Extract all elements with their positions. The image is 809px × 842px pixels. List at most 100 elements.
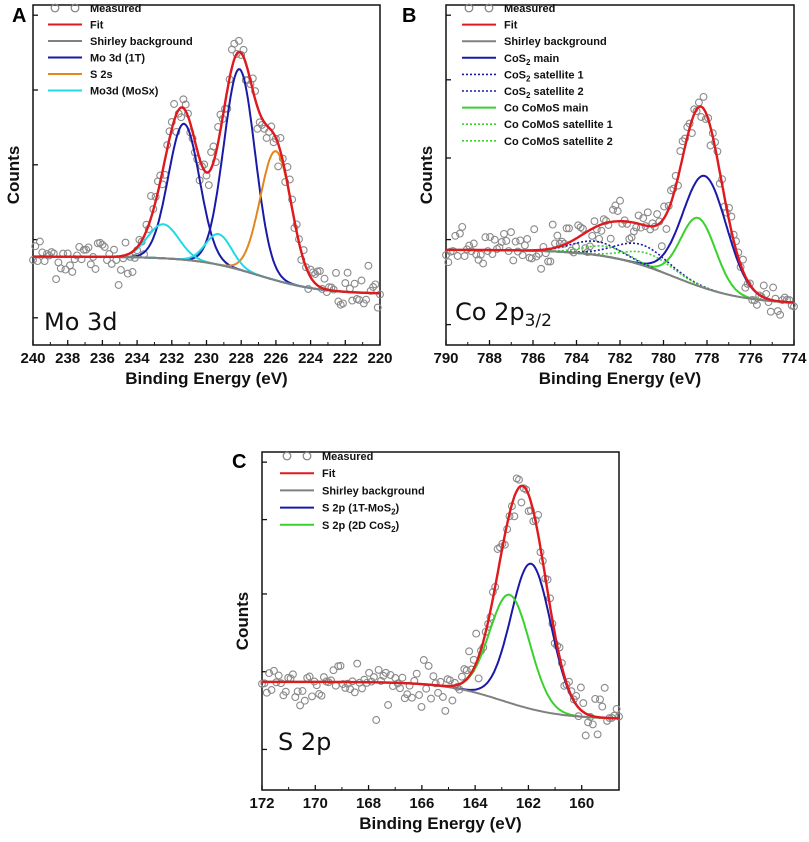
legend-label: Shirley background [322,485,425,497]
measured-point [373,303,382,312]
measured-point [434,688,443,697]
legend-label-main: Mo3d (MoSx) [90,86,159,98]
measured-point [544,257,553,266]
measured-point [358,684,366,693]
measured-point [490,235,499,244]
measured-point [79,245,88,254]
measured-point [517,498,526,507]
peak-region-label: Co 2p3/2 [455,298,552,331]
measured-point [590,217,599,226]
legend-label-main: Measured [504,3,555,15]
measured-point [381,668,390,677]
measured-point [66,261,74,270]
measured-point [523,235,532,243]
measured-point [530,225,539,234]
measured-point [579,699,588,708]
legend-label-tail: satellite 1 [530,69,583,81]
measured-point [107,259,116,268]
measured-point [239,45,248,54]
panel-B: B 790 788 786 784 782 780 778 776 774 Binding Ener… [402,3,807,388]
measured-point [315,267,324,276]
legend-label: Shirley background [504,36,607,48]
measured-point [350,279,359,288]
measured-point [599,215,608,224]
component-curve [446,240,795,304]
measured-point [308,692,316,701]
measured-point [86,260,95,269]
x-axis-title: Binding Energy (eV) [125,369,287,388]
measured-point [441,706,450,715]
legend-marker [282,451,292,461]
x-tick-label: 232 [159,350,184,367]
legend-label: CoS2 satellite 2 [504,86,584,100]
component-curve [33,122,380,295]
measured-point [343,268,352,277]
panel-label: B [402,5,416,27]
legend-label: S 2s [90,69,113,81]
measured-point [179,95,188,104]
measured-point [548,220,557,229]
legend-label-main: CoS [504,53,526,65]
peak-region-label: Mo 3d [44,308,118,336]
measured-point [121,238,130,247]
measured-point [267,686,276,694]
measured-point [500,229,508,238]
measured-point [398,673,407,682]
legend-label-main: Fit [504,20,518,32]
legend-label: S 2p (2D CoS2) [322,520,400,534]
measured-point [274,671,283,680]
measured-point [572,691,581,700]
measured-point [596,695,604,704]
measured-point [364,261,373,270]
measured-point [341,279,350,288]
x-tick-label: 230 [194,350,219,367]
measured-point [281,687,290,696]
panel-A: A 240 238 236 234 232 230 228 226 224 222 220 Bindin… [4,3,393,388]
legend-label: Mo3d (MoSx) [90,86,159,98]
measured-point [232,50,241,58]
legend-label-main: Shirley background [504,36,607,48]
legend-label-main: Fit [322,468,336,480]
measured-point [431,679,440,688]
measured-point [662,225,671,233]
legend-label: Fit [90,20,104,32]
legend-label: Co CoMoS main [504,103,589,115]
measured-point [339,299,347,308]
measured-point [374,665,383,674]
x-tick-label: 782 [607,350,632,367]
legend-label-main: CoS [504,69,526,81]
measured-point [613,207,622,215]
legend-marker [50,3,60,13]
measured-point [277,679,285,688]
measured-point [419,656,428,664]
measured-point [296,701,305,710]
x-tick-label: 162 [516,795,541,812]
y-axis-title: Counts [417,146,436,205]
measured-point [451,231,460,240]
measured-point [593,730,602,739]
measured-point [643,208,652,217]
x-tick-label: 224 [298,350,324,367]
x-tick-label: 788 [477,350,502,367]
plot-area [29,36,384,312]
measured-point [502,236,511,245]
measured-point [260,679,269,688]
measured-point [657,242,666,251]
measured-point [33,257,42,266]
legend-label-main: S 2p (2D CoS [322,520,391,532]
measured-point [365,668,374,677]
measured-point [595,234,604,243]
panel-label: A [12,5,26,27]
legend-label-subscript: 2 [526,91,531,100]
measured-point [100,243,109,251]
measured-point [497,238,506,246]
x-tick-label: 170 [303,795,328,812]
measured-point [543,575,552,584]
measured-point [348,296,357,305]
measured-point [511,237,520,246]
measured-point [110,245,118,254]
measured-point [82,245,91,254]
x-tick-label: 778 [694,350,719,367]
measured-point [376,290,384,299]
measured-point [546,257,555,266]
